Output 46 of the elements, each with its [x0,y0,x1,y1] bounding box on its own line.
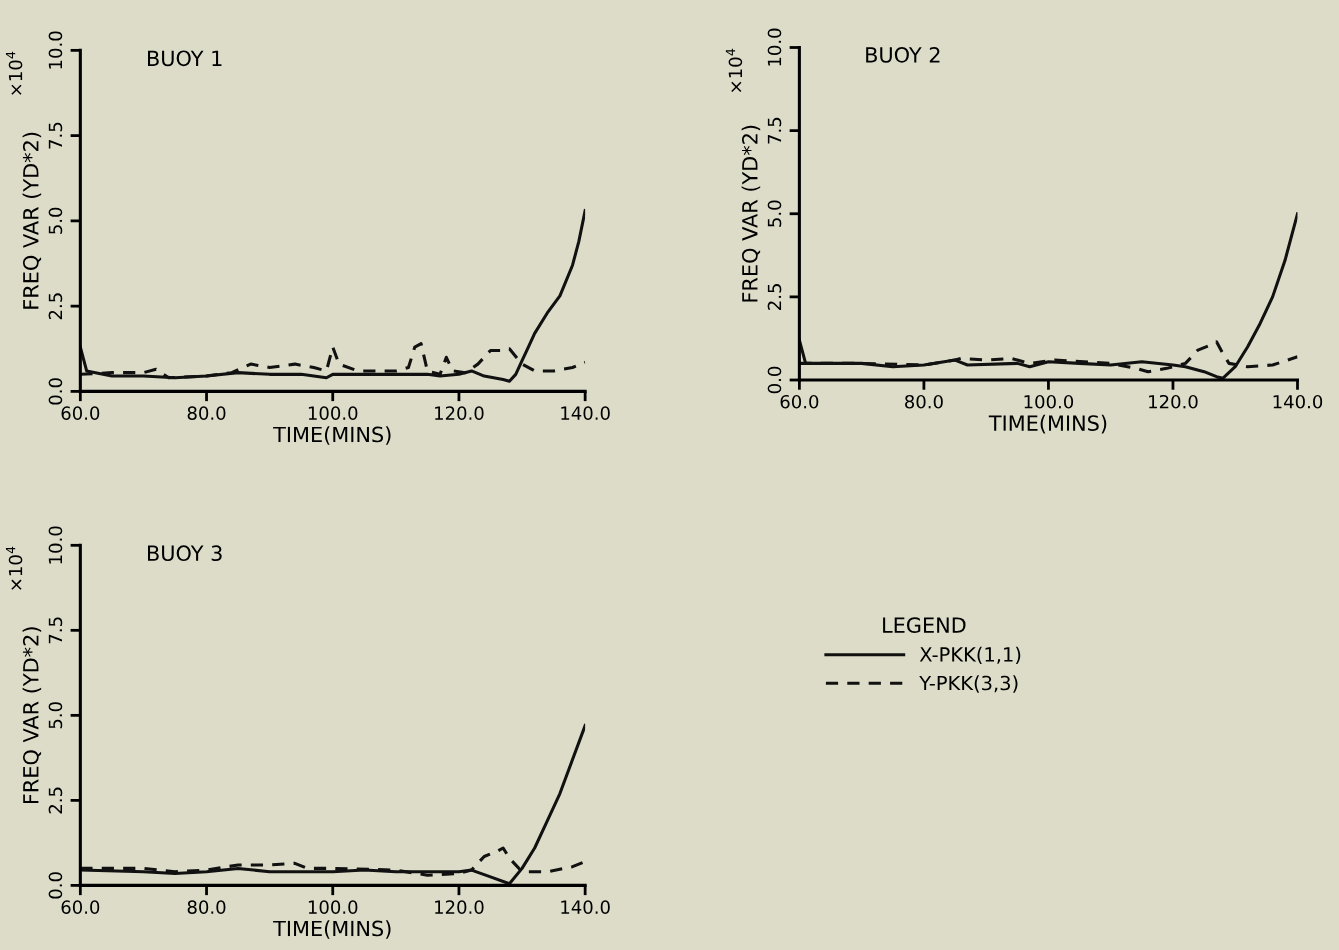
y-tick-label: 2.5 [48,787,63,814]
x-tick-label: 80.0 [187,406,226,420]
y-tick-label: 10.0 [48,526,63,564]
line-series [80,209,586,383]
x-axis-title: TIME(MINS) [273,426,391,445]
chart-title: BUOY 3 [148,545,222,562]
y-tick-label: 5.0 [767,200,782,227]
y-tick-label: 0.0 [48,378,63,405]
text: ×10$^{4}$ [5,51,23,95]
y-axis-title: FREQ VAR (YD*2) [22,627,42,804]
x-tick-label: 140.0 [1273,394,1323,409]
y-tick-label: 10.0 [767,28,782,66]
x-tick-label: 80.0 [905,394,943,409]
text: ×10$^{4}$ [725,48,743,92]
y-tick-label: 7.5 [48,122,63,149]
y-tick-label: 0.0 [767,366,782,394]
y-tick-label: 2.5 [48,293,63,320]
y-tick-label: 5.0 [48,702,63,729]
y-tick-label: 7.5 [48,617,63,644]
x-tick-label: 80.0 [187,900,226,914]
y-tick-label: 5.0 [48,207,63,234]
x-tick-label: 120.0 [435,406,484,420]
x-tick-label: 120.0 [1149,394,1198,409]
x-tick-label: 120.0 [435,900,484,914]
x-tick-label: 100.0 [308,406,358,420]
chart-title: BUOY 2 [866,46,940,63]
x-tick-label: 60.0 [61,900,100,914]
x-tick-label: 100.0 [1024,394,1074,409]
chart-title: BUOY 1 [148,50,222,67]
x-tick-label: 140.0 [561,406,610,420]
x-tick-label: 60.0 [61,406,100,420]
legend-label: Y-PKK(3,3) [919,675,1018,693]
legend-title: LEGEND [883,617,966,633]
y-axis-title: FREQ VAR (YD*2) [741,125,761,302]
y-tick-label: 10.0 [48,31,63,69]
x-tick-label: 60.0 [780,394,819,409]
y-tick-label: 7.5 [767,117,782,144]
x-axis-title: TIME(MINS) [988,414,1107,434]
legend-label: X-PKK(1,1) [919,646,1021,665]
y-tick-label: 0.0 [48,872,63,899]
y-axis-title: FREQ VAR (YD*2) [22,132,42,309]
x-tick-label: 140.0 [561,900,610,914]
y-tick-label: 2.5 [767,284,782,310]
x-tick-label: 100.0 [308,900,358,914]
text: ×10$^{4}$ [5,546,23,590]
x-axis-title: TIME(MINS) [273,920,391,939]
